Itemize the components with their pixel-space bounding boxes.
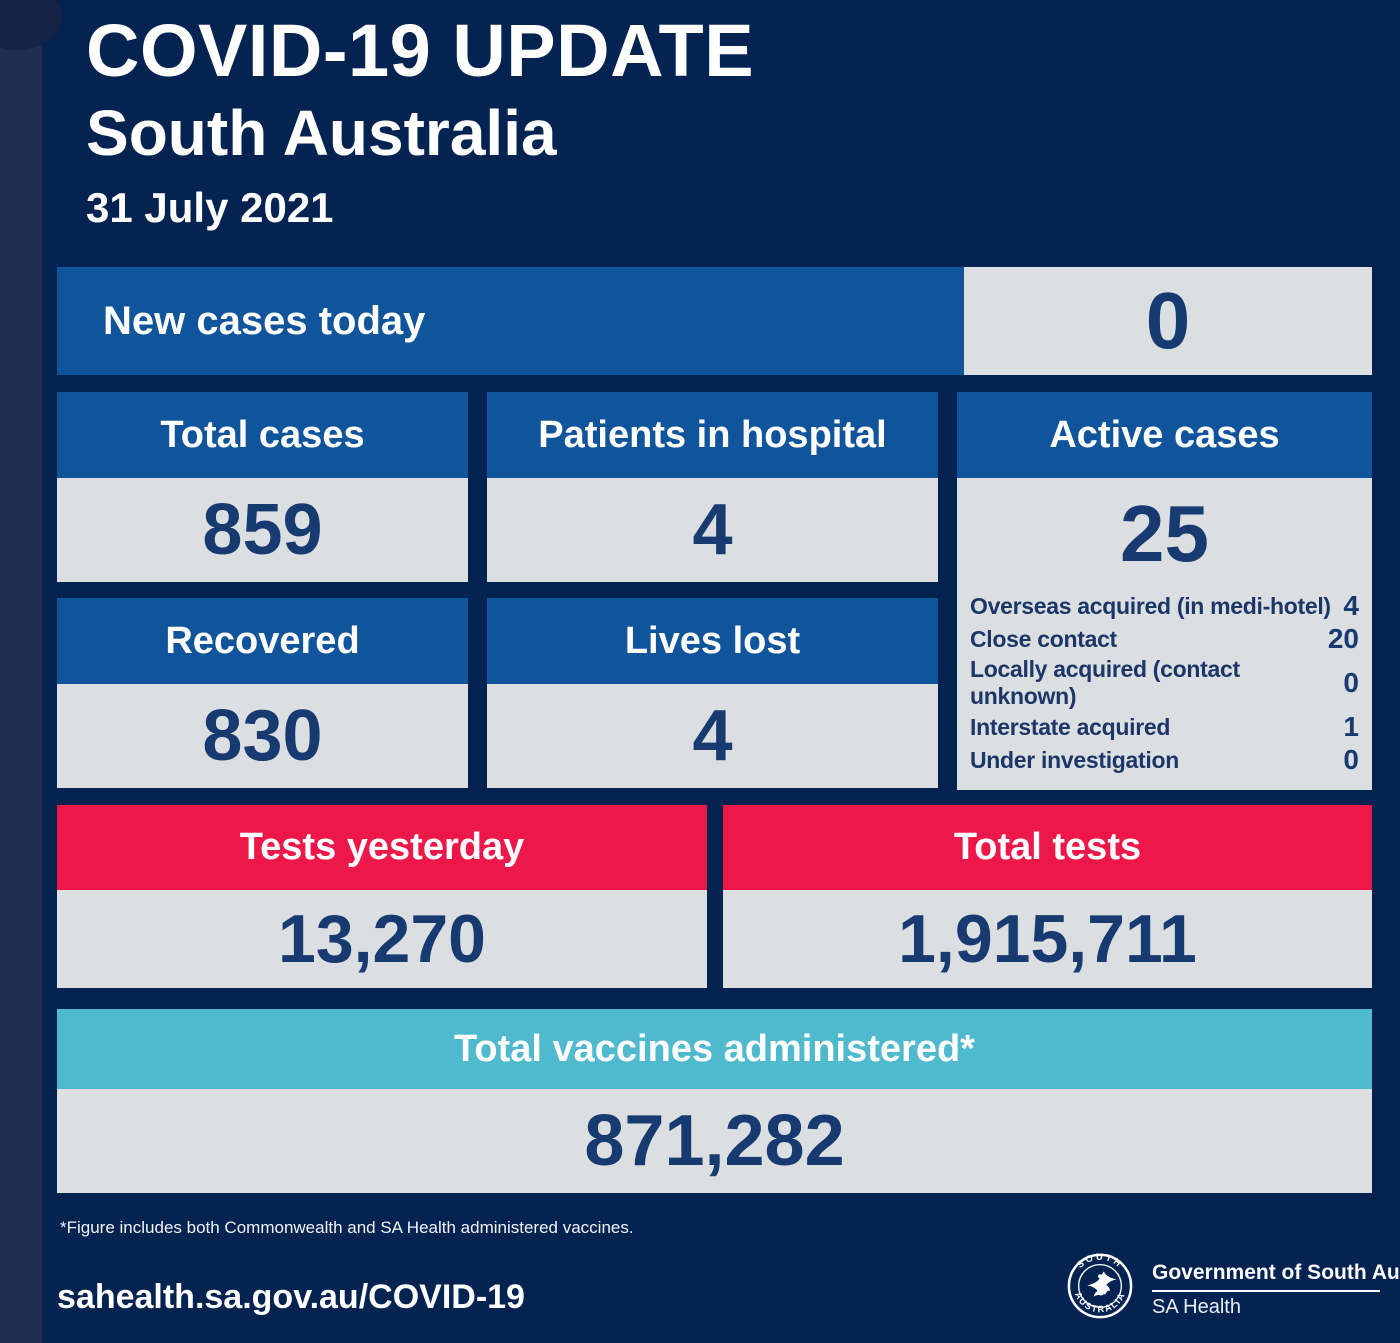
new-cases-value-box: 0: [964, 267, 1372, 375]
vaccines-header: Total vaccines administered*: [57, 1009, 1372, 1089]
new-cases-label: New cases today: [103, 298, 426, 343]
patients-in-hospital-label: Patients in hospital: [538, 413, 887, 456]
recovered-label: Recovered: [165, 619, 360, 662]
government-logo: SOUTH AUSTRALIA Government of South Aust…: [1066, 1252, 1400, 1320]
page-title: COVID-19 UPDATE: [86, 9, 755, 92]
total-tests-card: Total tests 1,915,711: [723, 805, 1372, 988]
recovered-card: Recovered 830: [57, 598, 468, 788]
tests-yesterday-value: 13,270: [278, 901, 486, 977]
lives-lost-value: 4: [692, 696, 733, 776]
government-text-block: Government of South Australia SA Health: [1152, 1252, 1400, 1319]
vaccines-label: Total vaccines administered*: [454, 1027, 975, 1070]
breakdown-label: Locally acquired (contact unknown): [970, 656, 1240, 709]
active-cases-panel: Active cases 25 Overseas acquired (in me…: [957, 392, 1372, 790]
lives-lost-card: Lives lost 4: [487, 598, 938, 788]
breakdown-label: Overseas acquired (in medi-hotel): [970, 592, 1331, 619]
recovered-value-box: 830: [57, 684, 468, 788]
new-cases-value: 0: [1145, 276, 1191, 365]
total-cases-value: 859: [202, 490, 323, 570]
patients-in-hospital-header: Patients in hospital: [487, 392, 938, 478]
tests-yesterday-value-box: 13,270: [57, 890, 707, 988]
total-cases-label: Total cases: [160, 413, 365, 456]
active-cases-header: Active cases: [957, 392, 1372, 478]
total-tests-value: 1,915,711: [898, 901, 1197, 977]
recovered-value: 830: [202, 696, 323, 776]
breakdown-label: Close contact: [970, 625, 1117, 652]
patients-in-hospital-card: Patients in hospital 4: [487, 392, 938, 582]
active-cases-body: 25 Overseas acquired (in medi-hotel) 4 C…: [957, 478, 1372, 790]
breakdown-value: 0: [1343, 744, 1359, 775]
breakdown-row-local: Locally acquired (contact unknown) 0: [970, 656, 1359, 710]
breakdown-value: 4: [1343, 590, 1359, 621]
patients-in-hospital-value-box: 4: [487, 478, 938, 582]
active-cases-label: Active cases: [1049, 413, 1280, 456]
active-cases-value: 25: [1120, 489, 1209, 578]
report-date: 31 July 2021: [86, 184, 334, 232]
seal-top-text: SOUTH: [1075, 1252, 1123, 1270]
background-ellipse-decoration: [0, 0, 62, 50]
active-cases-value-wrap: 25: [970, 478, 1359, 590]
total-cases-header: Total cases: [57, 392, 468, 478]
vaccines-card: Total vaccines administered* 871,282: [57, 1009, 1372, 1193]
logo-divider-rule: [1152, 1290, 1380, 1292]
tests-yesterday-label: Tests yesterday: [239, 826, 525, 868]
tests-yesterday-header: Tests yesterday: [57, 805, 707, 890]
piping-shrike-bird-icon: [1087, 1271, 1117, 1297]
breakdown-label: Under investigation: [970, 746, 1179, 773]
page-subtitle: South Australia: [86, 96, 557, 169]
vaccines-value-box: 871,282: [57, 1089, 1372, 1193]
sa-government-seal-icon: SOUTH AUSTRALIA: [1067, 1252, 1133, 1319]
footer-url: sahealth.sa.gov.au/COVID-19: [57, 1278, 525, 1316]
total-cases-card: Total cases 859: [57, 392, 468, 582]
total-cases-value-box: 859: [57, 478, 468, 582]
svg-text:SOUTH: SOUTH: [1075, 1252, 1125, 1270]
patients-in-hospital-value: 4: [692, 490, 733, 570]
breakdown-value: 1: [1343, 711, 1359, 742]
lives-lost-value-box: 4: [487, 684, 938, 788]
new-cases-label-box: New cases today: [57, 267, 964, 375]
recovered-header: Recovered: [57, 598, 468, 684]
new-cases-bar: New cases today 0: [57, 267, 1372, 375]
tests-yesterday-card: Tests yesterday 13,270: [57, 805, 707, 988]
breakdown-row-close-contact: Close contact 20: [970, 623, 1359, 655]
vaccines-footnote: *Figure includes both Commonwealth and S…: [60, 1218, 634, 1237]
active-cases-breakdown: Overseas acquired (in medi-hotel) 4 Clos…: [970, 590, 1359, 780]
title-block: COVID-19 UPDATE South Australia 31 July …: [86, 12, 754, 232]
lives-lost-header: Lives lost: [487, 598, 938, 684]
breakdown-row-investigation: Under investigation 0: [970, 744, 1359, 776]
breakdown-row-overseas: Overseas acquired (in medi-hotel) 4: [970, 590, 1359, 622]
breakdown-value: 20: [1327, 623, 1359, 654]
total-tests-label: Total tests: [953, 826, 1142, 868]
breakdown-row-interstate: Interstate acquired 1: [970, 711, 1359, 743]
vaccines-value: 871,282: [584, 1101, 845, 1181]
total-tests-value-box: 1,915,711: [723, 890, 1372, 988]
total-tests-header: Total tests: [723, 805, 1372, 890]
background-side-strip: [0, 0, 62, 1343]
breakdown-label: Interstate acquired: [970, 713, 1171, 740]
agency-name: SA Health: [1152, 1296, 1241, 1318]
breakdown-value: 0: [1343, 667, 1359, 698]
government-name: Government of South Australia: [1152, 1261, 1400, 1284]
lives-lost-label: Lives lost: [624, 619, 801, 662]
